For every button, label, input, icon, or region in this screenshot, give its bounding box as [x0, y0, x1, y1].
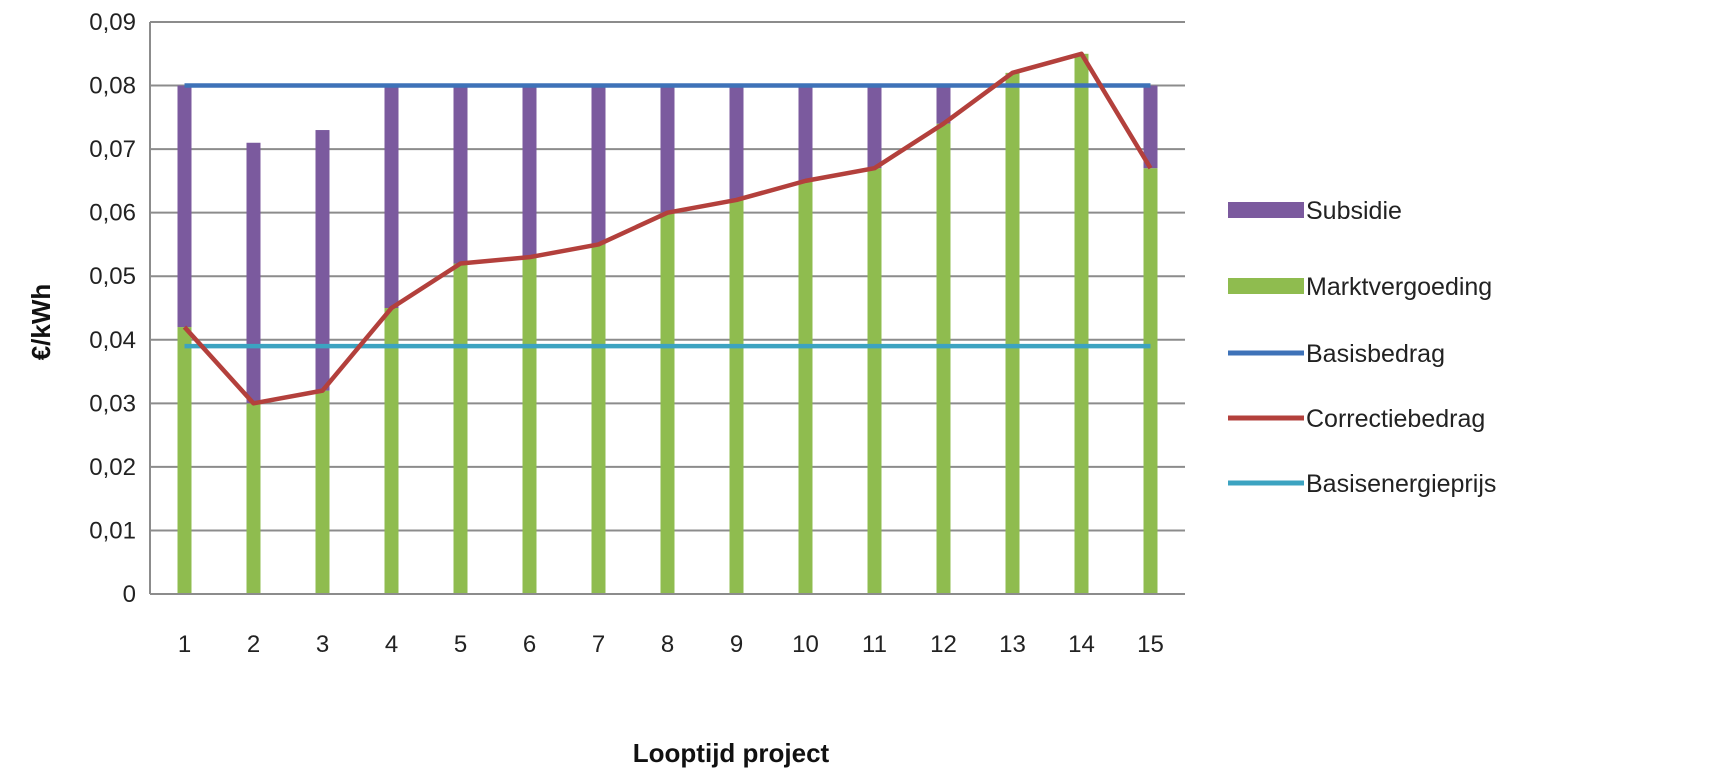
x-tick-label: 4: [385, 631, 398, 658]
x-tick-label: 14: [1068, 631, 1095, 658]
bar-marktvergoeding: [591, 244, 606, 594]
x-axis-title: Looptijd project: [633, 738, 830, 768]
bar-subsidie: [384, 85, 399, 308]
y-tick-label: 0,03: [89, 390, 136, 417]
bar-subsidie: [798, 85, 813, 181]
y-tick-label: 0: [123, 581, 136, 608]
bar-subsidie: [729, 85, 744, 200]
x-tick-label: 10: [792, 631, 819, 658]
bar-marktvergoeding: [453, 263, 468, 594]
y-tick-label: 0,05: [89, 263, 136, 290]
legend-label: Basisenergieprijs: [1306, 470, 1496, 498]
bar-marktvergoeding: [660, 212, 675, 594]
bar-subsidie: [177, 85, 192, 328]
bar-marktvergoeding: [936, 123, 951, 594]
x-tick-label: 1: [178, 631, 191, 658]
x-tick-label: 8: [661, 631, 674, 658]
x-tick-label: 9: [730, 631, 743, 658]
x-tick-label: 13: [999, 631, 1026, 658]
bar-marktvergoeding: [1074, 53, 1089, 595]
x-tick-label: 6: [523, 631, 536, 658]
bar-subsidie: [315, 130, 330, 391]
y-tick-label: 0,09: [89, 9, 136, 36]
bar-marktvergoeding: [522, 257, 537, 594]
bar-subsidie: [453, 85, 468, 264]
bar-subsidie: [522, 85, 537, 258]
legend-label: Correctiebedrag: [1306, 405, 1485, 433]
bar-marktvergoeding: [315, 390, 330, 594]
x-tick-label: 7: [592, 631, 605, 658]
x-tick-label: 3: [316, 631, 329, 658]
y-tick-label: 0,07: [89, 136, 136, 163]
bar-marktvergoeding: [384, 308, 399, 594]
bar-marktvergoeding: [177, 327, 192, 594]
legend-swatch: [1228, 202, 1304, 218]
y-tick-label: 0,02: [89, 454, 136, 481]
y-tick-label: 0,08: [89, 73, 136, 100]
bar-marktvergoeding: [246, 403, 261, 594]
x-tick-label: 15: [1137, 631, 1164, 658]
bar-marktvergoeding: [1143, 168, 1158, 594]
line-correctiebedrag: [182, 51, 1153, 406]
x-tick-label: 12: [930, 631, 957, 658]
legend-label: Marktvergoeding: [1306, 273, 1492, 301]
y-tick-label: 0,04: [89, 327, 136, 354]
x-tick-label: 2: [247, 631, 260, 658]
legend-label: Basisbedrag: [1306, 340, 1445, 368]
axes: €/kWh Looptijd project 0 0,01 0,02 0,03 0,04…: [26, 9, 1185, 768]
y-tick-label: 0,01: [89, 517, 136, 544]
bar-marktvergoeding: [798, 180, 813, 594]
bars: [177, 53, 1158, 595]
series-lines: [182, 51, 1153, 406]
y-tick-label: 0,06: [89, 200, 136, 227]
x-tick-label: 11: [862, 631, 887, 658]
bar-subsidie: [867, 85, 882, 169]
bar-subsidie: [660, 85, 675, 213]
legend-swatch: [1228, 278, 1304, 294]
bar-subsidie: [591, 85, 606, 245]
legend-label: Subsidie: [1306, 197, 1402, 225]
bar-subsidie: [1143, 85, 1158, 169]
x-tick-label: 5: [454, 631, 467, 658]
bar-subsidie: [246, 142, 261, 404]
bar-marktvergoeding: [867, 168, 882, 594]
bar-marktvergoeding: [729, 199, 744, 594]
bar-subsidie: [936, 85, 951, 124]
bar-marktvergoeding: [1005, 72, 1020, 595]
legend: Subsidie Marktvergoeding Basisbedrag Correc…: [1228, 197, 1496, 498]
y-axis-title: €/kWh: [26, 284, 56, 361]
